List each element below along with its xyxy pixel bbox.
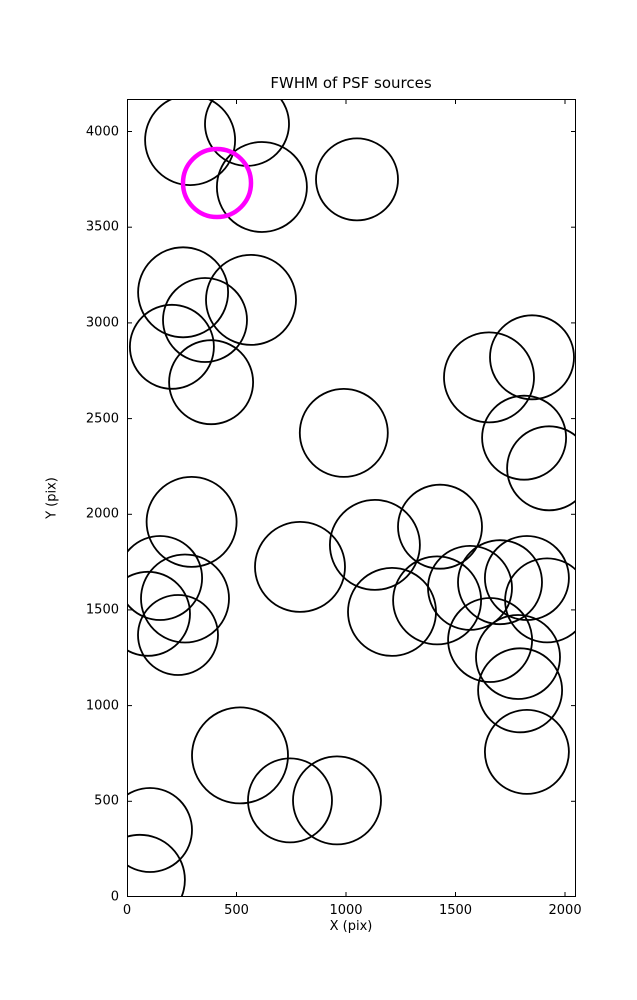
psf-source-circle <box>477 647 564 734</box>
y-tick-label: 3500 <box>85 219 119 235</box>
x-axis-label: X (pix) <box>329 919 373 934</box>
psf-source-circle <box>427 544 513 631</box>
psf-source-circle <box>127 535 203 621</box>
psf-source-circle <box>137 246 229 339</box>
x-tick-label: 0 <box>122 903 132 918</box>
x-tick-label: 1000 <box>329 903 363 918</box>
psf-source-circle <box>127 787 193 873</box>
psf-source-circle <box>298 387 389 478</box>
psf-source-circle <box>328 498 421 591</box>
psf-source-circle <box>137 594 219 676</box>
psf-source-circle <box>247 757 333 844</box>
y-tick-label: 1500 <box>85 602 119 618</box>
psf-source-circle <box>127 570 191 657</box>
psf-source-circle <box>489 314 575 401</box>
y-tick-label: 500 <box>94 793 119 809</box>
psf-source-circle <box>162 277 248 363</box>
psf-source-circle <box>254 520 346 613</box>
plot-area <box>127 99 576 897</box>
psf-source-circle <box>191 706 289 805</box>
psf-source-circle <box>180 146 254 220</box>
psf-source-circle <box>127 833 186 897</box>
chart-title: FWHM of PSF sources <box>270 74 432 92</box>
x-tick-label: 500 <box>224 903 249 918</box>
x-tick-label: 1500 <box>438 903 473 918</box>
psf-source-circle <box>443 331 535 424</box>
psf-source-circle <box>292 755 382 846</box>
y-tick-label: 3000 <box>85 315 119 331</box>
axes-frame <box>127 99 576 897</box>
psf-source-circle <box>475 614 561 700</box>
psf-source-circle <box>397 483 483 570</box>
psf-source-circle <box>481 394 568 481</box>
psf-source-circle <box>483 709 570 795</box>
psf-source-circle <box>392 555 483 646</box>
psf-source-circle <box>140 553 230 644</box>
y-axis-label: Y (pix) <box>44 477 60 519</box>
psf-source-circle <box>315 137 399 222</box>
y-tick-label: 2500 <box>85 411 119 427</box>
psf-source-circle <box>205 253 297 346</box>
psf-source-circle <box>447 597 534 683</box>
psf-source-circle <box>129 303 215 390</box>
psf-source-circle <box>457 539 543 626</box>
psf-source-circle <box>204 99 290 167</box>
y-tick-label: 0 <box>110 889 119 905</box>
y-tick-label: 1000 <box>85 698 119 714</box>
psf-source-circle <box>145 475 238 568</box>
psf-source-circle <box>506 425 576 512</box>
x-tick-label: 2000 <box>548 903 582 918</box>
psf-source-circle <box>483 535 570 621</box>
psf-source-circle <box>144 99 236 186</box>
y-tick-label: 4000 <box>85 124 119 140</box>
psf-source-circle <box>168 339 254 426</box>
psf-source-circle <box>215 141 308 233</box>
y-tick-label: 2000 <box>85 506 119 522</box>
